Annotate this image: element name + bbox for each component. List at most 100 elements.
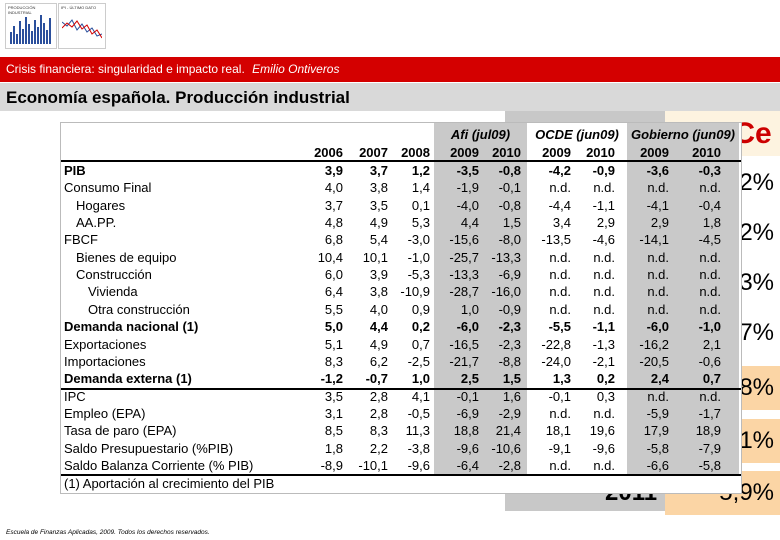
presentation-subtitle: Crisis financiera: singularidad e impact… bbox=[6, 62, 245, 76]
table-cell: 1,5 bbox=[502, 215, 521, 231]
table-cell: -4,2 bbox=[548, 163, 571, 178]
footer-rule bbox=[61, 474, 741, 477]
table-cell: -22,8 bbox=[541, 336, 571, 352]
table-cell: 4,9 bbox=[369, 336, 388, 352]
table-cell: -0,4 bbox=[698, 197, 721, 213]
table-cell: -10,9 bbox=[400, 284, 430, 300]
table-cell: -9,1 bbox=[548, 440, 571, 456]
table-cell: 1,2 bbox=[411, 163, 430, 178]
column-header-year: 2007 bbox=[359, 145, 388, 160]
column-header-year: 2010 bbox=[492, 145, 521, 160]
table-cell: 2,2 bbox=[369, 440, 388, 456]
author-name: Emilio Ontiveros bbox=[252, 62, 340, 76]
column-header-year: 2008 bbox=[401, 145, 430, 160]
table-cell: 0,2 bbox=[411, 319, 430, 335]
table-cell: -1,1 bbox=[592, 319, 615, 335]
table-cell: 2,1 bbox=[702, 336, 721, 352]
table-cell: -0,6 bbox=[698, 353, 721, 369]
column-header-year: 2010 bbox=[586, 145, 615, 160]
table-cell: 8,3 bbox=[369, 423, 388, 439]
table-cell: n.d. bbox=[593, 301, 615, 317]
table-cell: 6,2 bbox=[369, 353, 388, 369]
table-cell: 5,4 bbox=[369, 232, 388, 248]
table-cell: n.d. bbox=[699, 249, 721, 265]
row-label: Saldo Balanza Corriente (% PIB) bbox=[64, 457, 254, 473]
column-header-year: 2009 bbox=[640, 145, 669, 160]
table-cell: 1,5 bbox=[502, 371, 521, 387]
table-cell: 1,3 bbox=[552, 371, 571, 387]
table-cell: n.d. bbox=[549, 267, 571, 283]
table-cell: -1,7 bbox=[698, 405, 721, 421]
table-cell: 4,4 bbox=[369, 319, 388, 335]
table-cell: -6,9 bbox=[498, 267, 521, 283]
table-cell: -7,9 bbox=[698, 440, 721, 456]
table-cell: -1,9 bbox=[456, 180, 479, 196]
table-cell: 1,0 bbox=[460, 301, 479, 317]
table-row: PIB 3,9 3,7 1,2 -3,5 -0,8 -4,2 -0,9 -3,6 -0,3 bbox=[61, 163, 741, 180]
table-cell: 5,3 bbox=[411, 215, 430, 231]
table-cell: 2,9 bbox=[596, 215, 615, 231]
table-cell: 1,6 bbox=[502, 388, 521, 404]
table-cell: n.d. bbox=[699, 388, 721, 404]
table-cell: -3,5 bbox=[456, 163, 479, 178]
table-cell: 0,7 bbox=[411, 336, 430, 352]
table-cell: 6,8 bbox=[324, 232, 343, 248]
table-cell: -16,2 bbox=[639, 336, 669, 352]
year-header-row: 2006 2007 2008 2009 2010 2009 2010 2009 2010 bbox=[61, 145, 741, 161]
table-cell: n.d. bbox=[699, 284, 721, 300]
table-cell: 3,4 bbox=[552, 215, 571, 231]
gobierno-column-shading bbox=[627, 123, 739, 476]
thumbnail-chart-2[interactable]: IPI - ÚLTIMO DATO bbox=[58, 3, 106, 49]
table-cell: -25,7 bbox=[449, 249, 479, 265]
table-cell: -1,3 bbox=[592, 336, 615, 352]
row-label: Saldo Presupuestario (%PIB) bbox=[64, 440, 234, 456]
table-cell: -21,7 bbox=[449, 353, 479, 369]
row-label: Empleo (EPA) bbox=[64, 405, 146, 421]
table-cell: -0,5 bbox=[407, 405, 430, 421]
table-cell: -13,3 bbox=[491, 249, 521, 265]
table-cell: n.d. bbox=[593, 267, 615, 283]
table-cell: n.d. bbox=[647, 301, 669, 317]
table-cell: n.d. bbox=[593, 284, 615, 300]
afi-column-shading bbox=[434, 123, 527, 476]
row-label: IPC bbox=[64, 388, 86, 404]
table-row: Exportaciones 5,1 4,9 0,7 -16,5 -2,3 -22,8 -1,3… bbox=[61, 337, 741, 354]
table-cell: 4,9 bbox=[369, 215, 388, 231]
table-cell: -5,8 bbox=[698, 457, 721, 473]
table-cell: n.d. bbox=[647, 249, 669, 265]
table-cell: 2,8 bbox=[369, 405, 388, 421]
table-cell: 6,0 bbox=[324, 267, 343, 283]
table-cell: 2,8 bbox=[369, 388, 388, 404]
table-cell: n.d. bbox=[699, 180, 721, 196]
table-footnote: (1) Aportación al crecimiento del PIB bbox=[64, 476, 275, 491]
table-cell: -3,8 bbox=[407, 440, 430, 456]
section-rule bbox=[61, 387, 741, 390]
table-cell: n.d. bbox=[549, 301, 571, 317]
group-header-ocde: OCDE (jun09) bbox=[535, 127, 619, 142]
presentation-header-bar: Crisis financiera: singularidad e impact… bbox=[0, 57, 780, 82]
table-cell: -4,4 bbox=[548, 197, 571, 213]
table-cell: -3,0 bbox=[407, 232, 430, 248]
table-cell: -0,8 bbox=[498, 163, 521, 178]
table-cell: 18,1 bbox=[545, 423, 571, 439]
table-row: Importaciones 8,3 6,2 -2,5 -21,7 -8,8 -24,0 -2,… bbox=[61, 354, 741, 371]
table-cell: 3,5 bbox=[324, 388, 343, 404]
table-row: Construcción 6,0 3,9 -5,3 -13,3 -6,9 n.d. n.d. n… bbox=[61, 267, 741, 284]
thumbnail-label: PRODUCCIÓN INDUSTRIAL bbox=[8, 5, 36, 15]
table-cell: n.d. bbox=[647, 284, 669, 300]
table-cell: -15,6 bbox=[449, 232, 479, 248]
table-cell: 5,0 bbox=[324, 319, 343, 335]
thumbnail-chart-graphic bbox=[10, 15, 51, 44]
table-cell: 11,3 bbox=[405, 423, 430, 439]
table-row: Consumo Final 4,0 3,8 1,4 -1,9 -0,1 n.d. n.d. n.… bbox=[61, 180, 741, 197]
table-cell: 2,9 bbox=[650, 215, 669, 231]
table-cell: -6,0 bbox=[646, 319, 669, 335]
table-row: Saldo Presupuestario (%PIB) 1,8 2,2 -3,8 -9,… bbox=[61, 441, 741, 458]
group-header-gobierno: Gobierno (jun09) bbox=[631, 127, 735, 142]
table-cell: 21,4 bbox=[495, 423, 521, 439]
table-cell: -3,6 bbox=[646, 163, 669, 178]
table-cell: -4,1 bbox=[646, 197, 669, 213]
table-cell: n.d. bbox=[593, 457, 615, 473]
table-cell: -13,3 bbox=[449, 267, 479, 283]
thumbnail-chart-1[interactable]: PRODUCCIÓN INDUSTRIAL bbox=[5, 3, 57, 49]
